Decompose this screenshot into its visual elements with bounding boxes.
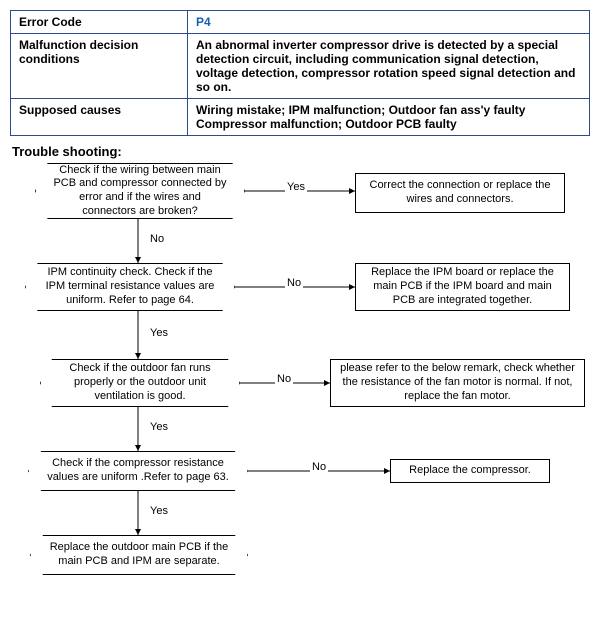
- edge-yes-1: Yes: [285, 181, 307, 193]
- edge-no-3: No: [275, 373, 293, 385]
- row3-value: Wiring mistake; IPM malfunction; Outdoor…: [188, 99, 590, 136]
- edge-no-1: No: [148, 233, 166, 245]
- row2-value: An abnormal inverter compressor drive is…: [188, 34, 590, 99]
- edge-yes-3: Yes: [148, 421, 170, 433]
- action-3: please refer to the below remark, check …: [330, 359, 585, 407]
- decision-1: Check if the wiring between main PCB and…: [35, 163, 245, 219]
- decision-2: IPM continuity check. Check if the IPM t…: [25, 263, 235, 311]
- row2-label: Malfunction decision conditions: [11, 34, 188, 99]
- decision-3: Check if the outdoor fan runs properly o…: [40, 359, 240, 407]
- edge-no-2: No: [285, 277, 303, 289]
- row3-label: Supposed causes: [11, 99, 188, 136]
- row1-value: P4: [188, 11, 590, 34]
- action-1: Correct the connection or replace the wi…: [355, 173, 565, 213]
- action-4: Replace the compressor.: [390, 459, 550, 483]
- edge-yes-2: Yes: [148, 327, 170, 339]
- info-table: Error Code P4 Malfunction decision condi…: [10, 10, 590, 136]
- flowchart: Check if the wiring between main PCB and…: [10, 163, 590, 613]
- action-2: Replace the IPM board or replace the mai…: [355, 263, 570, 311]
- terminal-5: Replace the outdoor main PCB if the main…: [30, 535, 248, 575]
- edge-no-4: No: [310, 461, 328, 473]
- row1-label: Error Code: [11, 11, 188, 34]
- error-code-value: P4: [196, 15, 211, 29]
- troubleshooting-title: Trouble shooting:: [12, 144, 590, 159]
- decision-4: Check if the compressor resistance value…: [28, 451, 248, 491]
- edge-yes-4: Yes: [148, 505, 170, 517]
